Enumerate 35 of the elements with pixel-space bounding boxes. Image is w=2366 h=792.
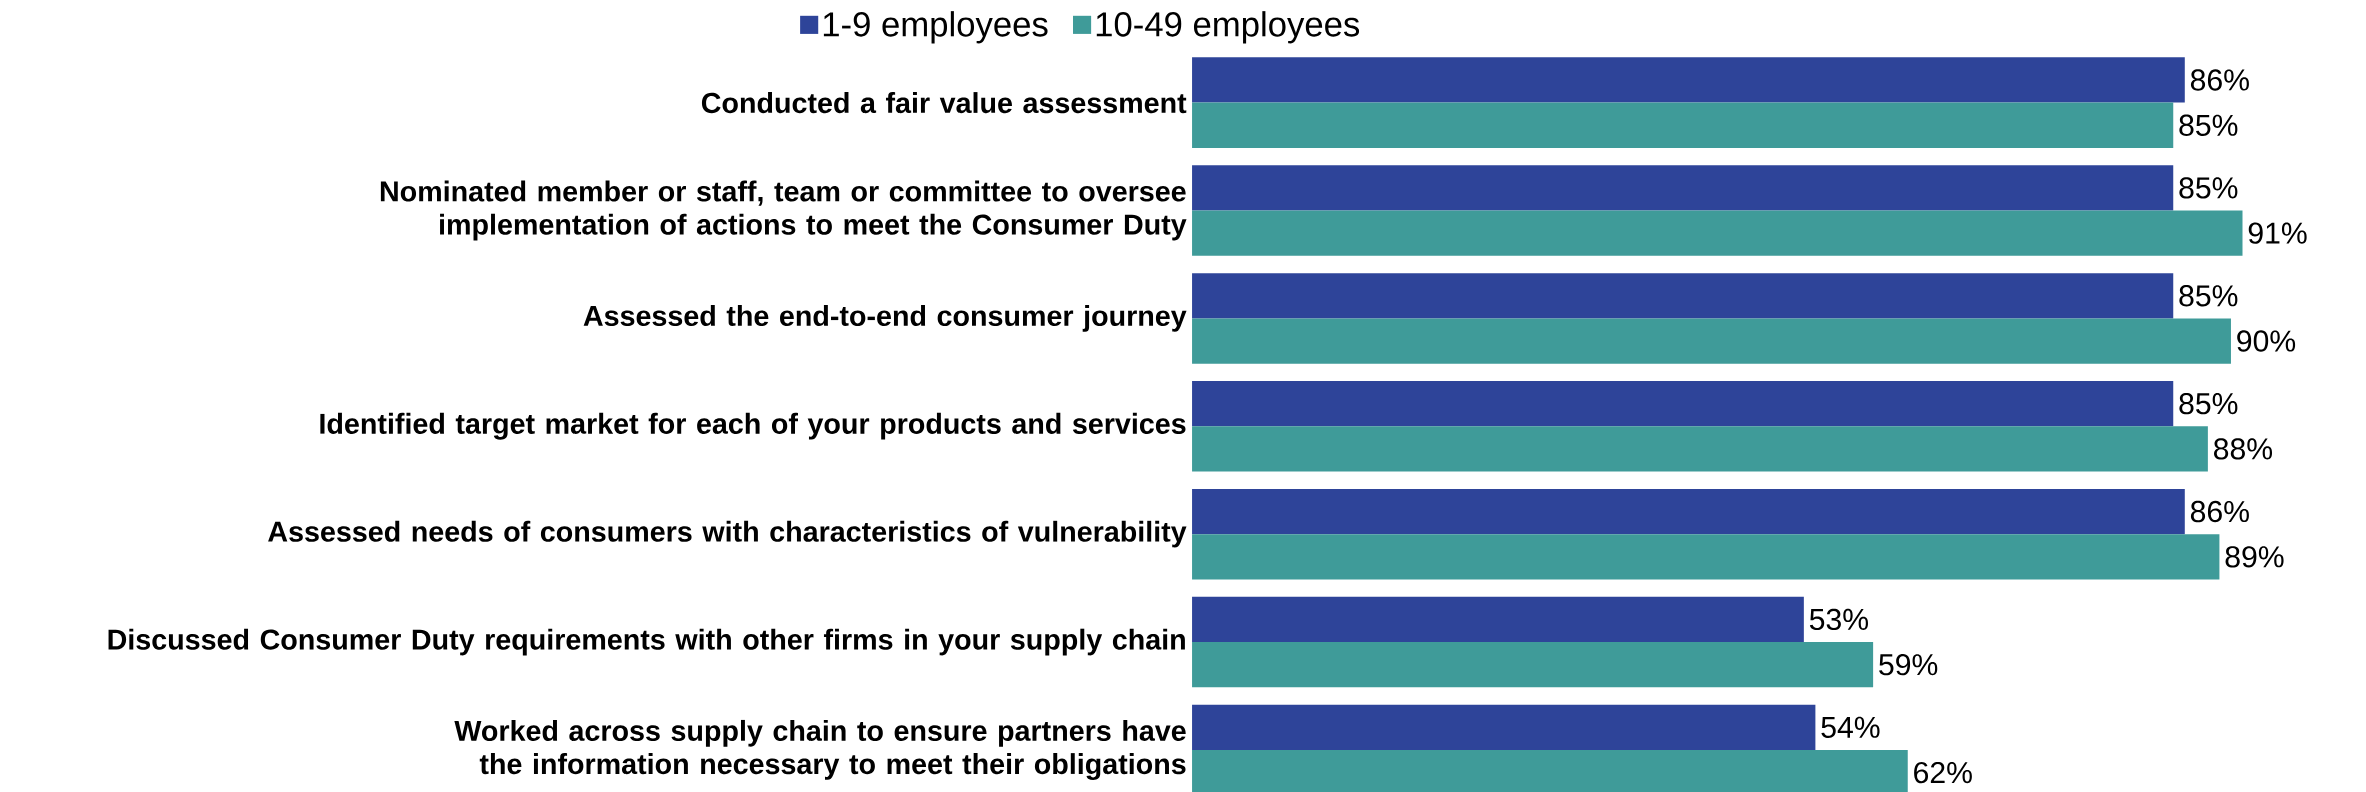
legend-label: 1-9 employees xyxy=(823,11,1048,44)
data-label: 85% xyxy=(2179,392,2238,415)
y-tick-label: Identified target market for each of your products and services xyxy=(320,412,1186,440)
bar xyxy=(1192,318,2231,364)
data-label: 88% xyxy=(2214,438,2273,460)
y-tick-label: Discussed Consumer Duty requirements with other firms in your supply chain xyxy=(108,628,1185,656)
data-label: 85% xyxy=(2179,177,2238,199)
bar xyxy=(1192,57,2185,103)
bar xyxy=(1192,641,1874,688)
y-tick-label: Assessed the end-to-end consumer journey xyxy=(583,304,1187,332)
bar xyxy=(1192,102,2174,148)
bar xyxy=(1192,165,2174,211)
bar xyxy=(1192,488,2185,535)
bar xyxy=(1192,426,2208,472)
data-label: 54% xyxy=(1821,716,1880,738)
y-tick-label: Assessed needs of consumers with characteristics of vulnerability xyxy=(268,520,1187,548)
data-label: 90% xyxy=(2237,330,2296,352)
y-tick-label: Worked across supply chain to ensure partners have the information necessary to meet their obligations xyxy=(454,719,1186,780)
data-label: 86% xyxy=(2190,69,2249,91)
bar xyxy=(1192,534,2220,580)
data-label: 53% xyxy=(1809,608,1868,631)
data-label: 85% xyxy=(2179,114,2238,136)
y-tick-label: Nominated member or staff, team or committee to oversee implementation of actions to meet the Consumer Duty xyxy=(380,180,1187,241)
bar xyxy=(1192,380,2174,427)
data-label: 62% xyxy=(1914,761,1972,784)
bar xyxy=(1192,273,2174,319)
data-label: 59% xyxy=(1879,653,1938,676)
legend-label: 10-49 employees xyxy=(1096,11,1360,44)
bar xyxy=(1192,596,1804,642)
y-tick-label: Conducted a fair value assessment xyxy=(701,91,1187,114)
data-label: 86% xyxy=(2190,500,2249,523)
bar xyxy=(1192,210,2243,256)
data-label: 91% xyxy=(2248,222,2307,244)
data-label: 89% xyxy=(2225,546,2284,568)
data-label: 85% xyxy=(2179,285,2238,307)
